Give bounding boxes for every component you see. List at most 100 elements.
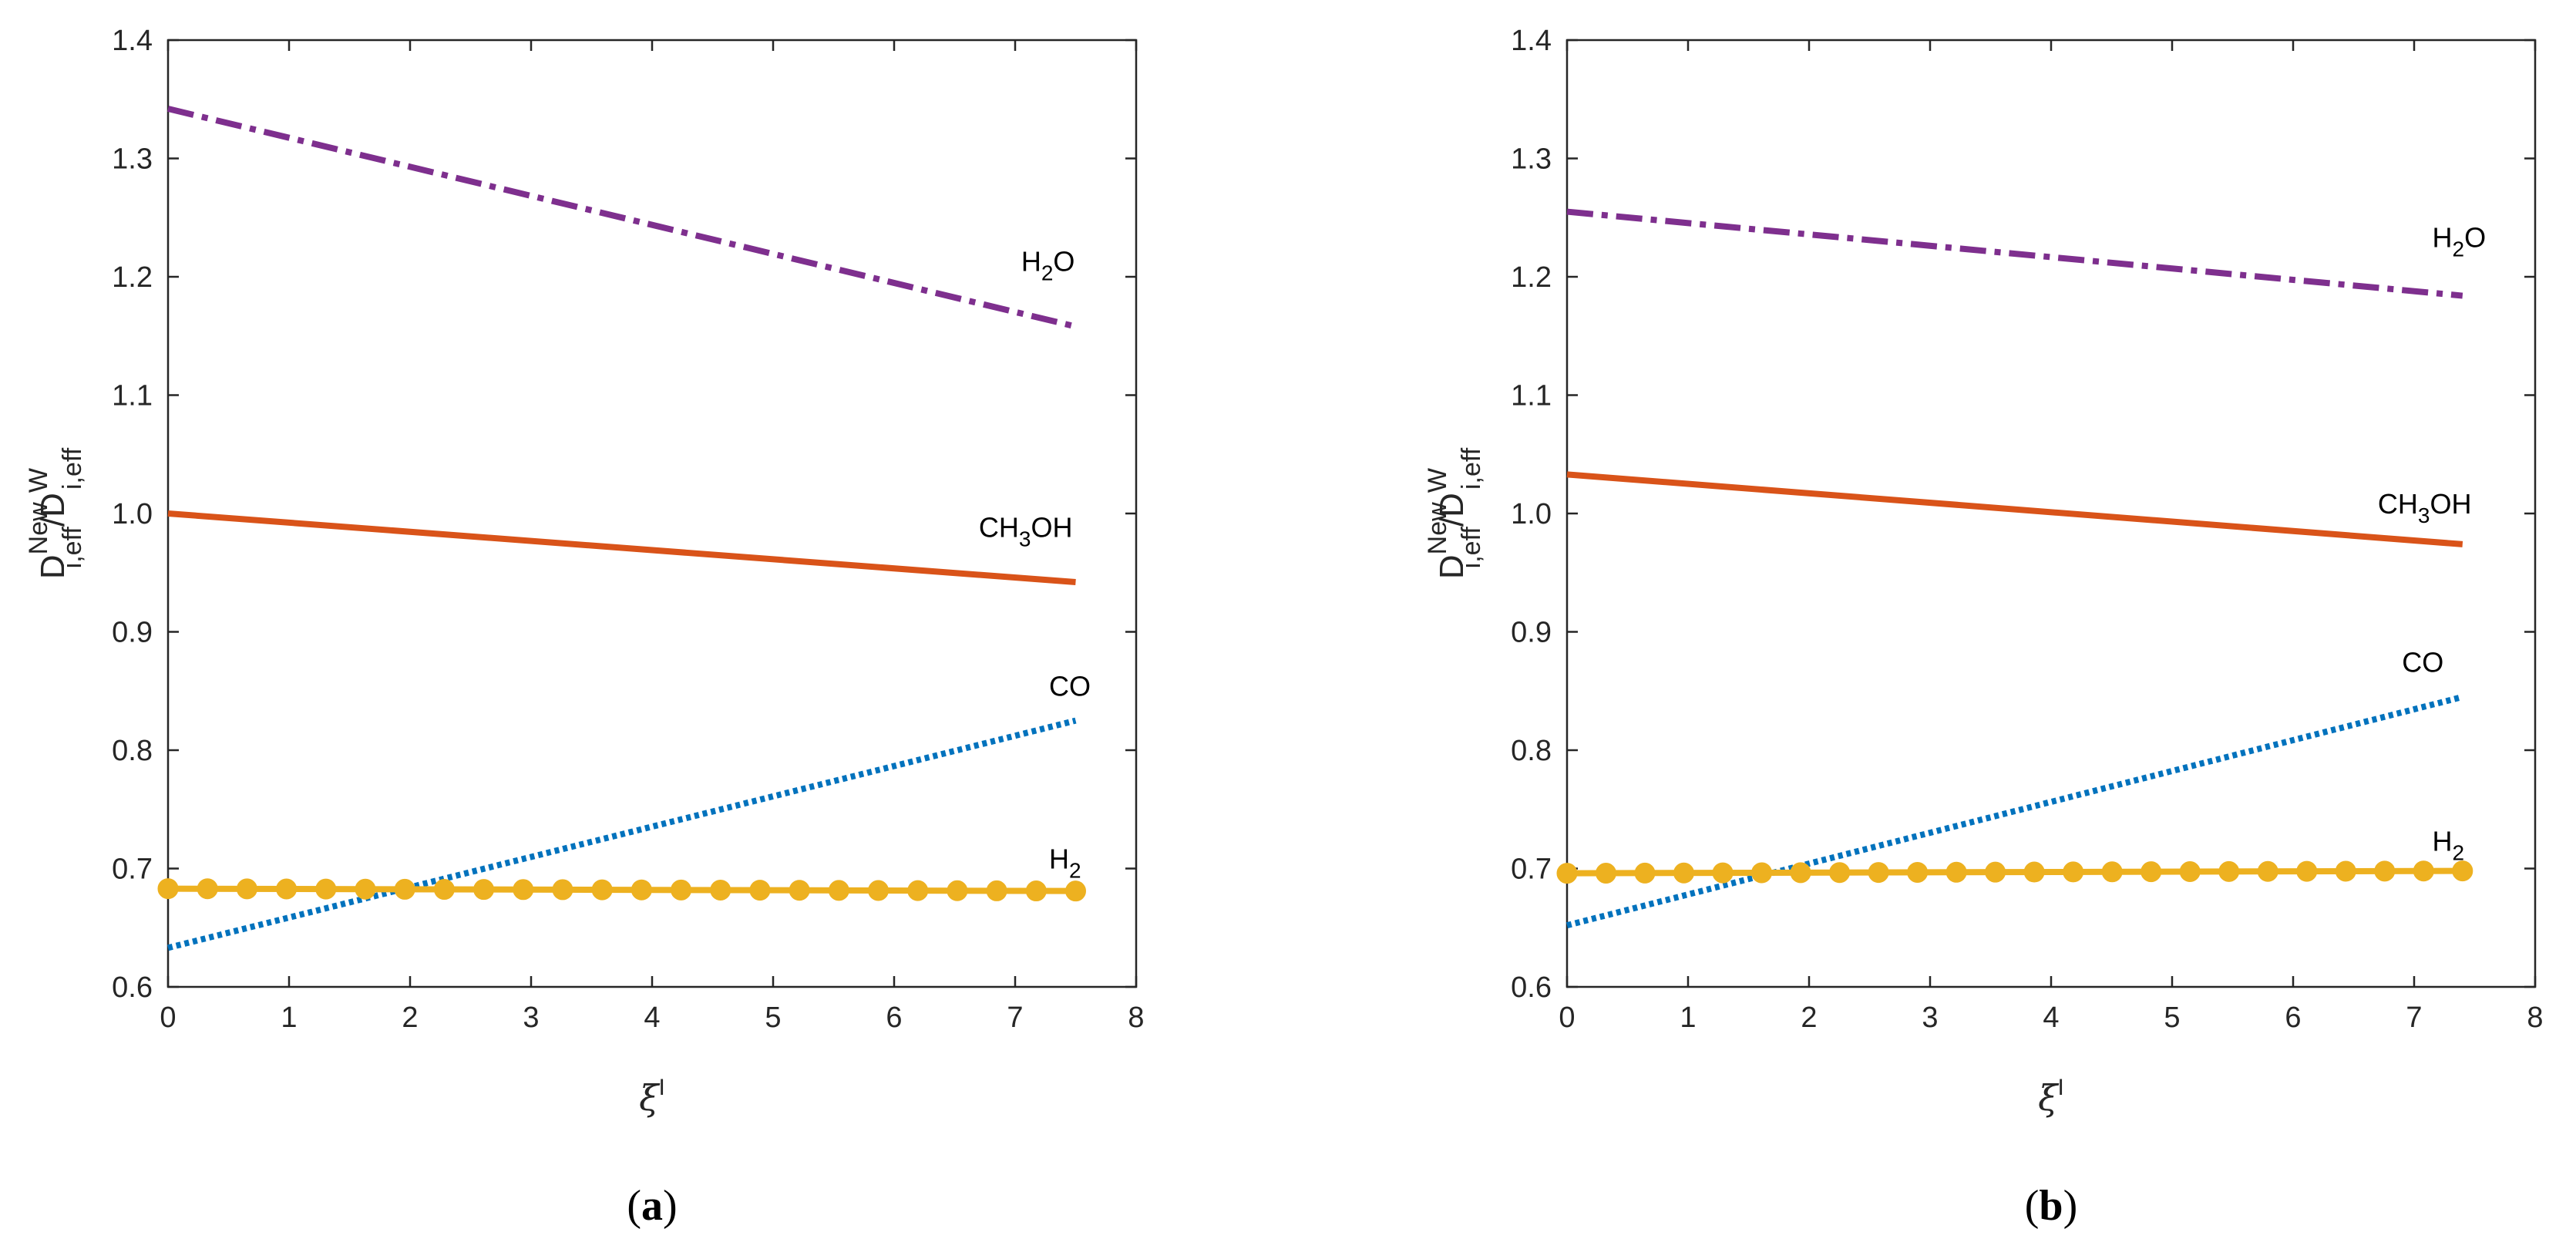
data-point-h2 bbox=[2179, 861, 2201, 883]
data-point-h2 bbox=[2296, 860, 2318, 882]
series-label-rest: O bbox=[1053, 245, 1074, 277]
data-point-h2 bbox=[2218, 860, 2240, 882]
series-line-co bbox=[1566, 694, 2463, 929]
data-point-h2 bbox=[2023, 861, 2045, 883]
y-label-d: D bbox=[34, 554, 72, 579]
y-tick-label: 1.1 bbox=[1511, 380, 1552, 412]
series-label-sub: 2 bbox=[2453, 237, 2465, 261]
data-point-h2 bbox=[631, 879, 652, 901]
series-co: CO bbox=[167, 670, 1091, 951]
data-point-h2 bbox=[1634, 862, 1656, 884]
x-axis-label: ξI bbox=[639, 1075, 665, 1119]
data-point-h2 bbox=[2101, 861, 2123, 883]
y-tick-label: 0.6 bbox=[112, 971, 153, 1004]
series-label-h2o: H2O bbox=[2433, 222, 2487, 261]
data-point-h2 bbox=[671, 879, 692, 901]
x-tick-label: 7 bbox=[2406, 1002, 2422, 1034]
series-co: CO bbox=[1566, 647, 2463, 929]
y-label-sub-ieff: i,eff bbox=[1457, 527, 1486, 569]
data-point-h2 bbox=[1790, 862, 1811, 884]
data-point-h2 bbox=[473, 879, 495, 901]
panel-caption: (a) bbox=[627, 1182, 677, 1230]
data-point-h2 bbox=[1065, 880, 1086, 902]
series-label-h2: H2 bbox=[2433, 825, 2465, 864]
series-label-rest: O bbox=[2464, 222, 2486, 254]
series-line-h2o bbox=[1566, 208, 2463, 299]
data-point-h2 bbox=[591, 879, 613, 901]
x-axis-symbol: ξ bbox=[2038, 1077, 2060, 1119]
data-point-h2 bbox=[749, 880, 771, 901]
series-label-ch3oh: CH3OH bbox=[2378, 488, 2472, 527]
panel-caption-letter: a bbox=[641, 1182, 663, 1230]
data-point-h2 bbox=[1945, 861, 1967, 883]
data-point-h2 bbox=[157, 878, 179, 900]
x-tick-label: 8 bbox=[2527, 1002, 2543, 1034]
y-label-d: D bbox=[1433, 554, 1471, 579]
data-point-h2 bbox=[986, 880, 1007, 901]
series-label-main: CH bbox=[2378, 488, 2418, 520]
y-tick-label: 1.1 bbox=[112, 380, 153, 412]
data-point-h2 bbox=[2413, 860, 2434, 882]
y-label-d2: D bbox=[34, 493, 72, 517]
x-tick-label: 5 bbox=[765, 1002, 781, 1034]
y-tick-label: 1.2 bbox=[112, 261, 153, 294]
series-label-main: CO bbox=[1049, 670, 1091, 702]
data-point-h2 bbox=[710, 879, 731, 901]
series-line-ch3oh bbox=[167, 510, 1076, 586]
data-point-h2 bbox=[1985, 861, 2006, 883]
data-point-h2 bbox=[907, 880, 929, 901]
series-ch3oh: CH3OH bbox=[167, 510, 1076, 586]
series-label-h2: H2 bbox=[1049, 843, 1081, 883]
data-point-h2 bbox=[1025, 880, 1047, 902]
x-axis-label: ξI bbox=[2038, 1075, 2064, 1119]
x-tick-label: 6 bbox=[2285, 1002, 2301, 1034]
y-tick-label: 0.6 bbox=[1511, 971, 1552, 1004]
y-tick-label: 0.8 bbox=[1511, 735, 1552, 767]
panel-caption-open: ( bbox=[627, 1182, 641, 1230]
x-tick-label: 6 bbox=[886, 1002, 902, 1034]
data-point-h2 bbox=[789, 880, 810, 901]
y-label-sup-new: New bbox=[24, 502, 53, 554]
series-label-rest: OH bbox=[1031, 512, 1072, 544]
data-point-h2 bbox=[276, 878, 298, 900]
data-point-h2 bbox=[2374, 860, 2396, 882]
y-tick-label: 1.3 bbox=[1511, 143, 1552, 176]
series-label-sub: 3 bbox=[2418, 503, 2430, 527]
data-point-h2 bbox=[2141, 861, 2162, 883]
y-tick-label: 0.7 bbox=[112, 853, 153, 886]
series-label-main: H bbox=[2433, 825, 2453, 857]
y-label-sub-ieff-2: i,eff bbox=[1457, 447, 1486, 490]
data-point-h2 bbox=[552, 879, 573, 901]
y-label-slash: / bbox=[34, 517, 72, 527]
x-tick-label: 7 bbox=[1007, 1002, 1023, 1034]
data-point-h2 bbox=[433, 879, 455, 901]
y-tick-label: 1.3 bbox=[112, 143, 153, 176]
series-label-main: H bbox=[1021, 245, 1041, 277]
y-tick-label: 0.9 bbox=[112, 617, 153, 649]
x-tick-label: 4 bbox=[2043, 1002, 2059, 1034]
data-point-h2 bbox=[1829, 862, 1851, 884]
data-point-h2 bbox=[1907, 861, 1929, 883]
x-tick-label: 1 bbox=[1680, 1002, 1696, 1034]
data-point-h2 bbox=[197, 878, 218, 900]
series-label-co: CO bbox=[1049, 670, 1091, 702]
data-point-h2 bbox=[1596, 863, 1617, 884]
chart-panel-b: 0 1 2 3 4 5 6 7 8 0.6 0.7 0.8 0.9 1.0 1.1 1.2 1.3 1.4 ξI DN… bbox=[1423, 25, 2544, 1230]
series-label-co: CO bbox=[2402, 647, 2443, 678]
y-label-sub-ieff-2: i,eff bbox=[58, 447, 87, 490]
data-point-h2 bbox=[1712, 862, 1734, 884]
series-label-ch3oh: CH3OH bbox=[979, 512, 1073, 551]
series-label-sub: 2 bbox=[1069, 859, 1081, 883]
x-axis-superscript: I bbox=[2058, 1075, 2064, 1100]
series-h2: H2 bbox=[157, 843, 1086, 902]
y-tick-label: 0.9 bbox=[1511, 617, 1552, 649]
panel-caption-close: ) bbox=[663, 1182, 678, 1230]
data-point-h2 bbox=[355, 878, 376, 900]
x-axis-superscript: I bbox=[659, 1075, 665, 1100]
data-point-h2 bbox=[236, 878, 257, 900]
series-label-h2o: H2O bbox=[1021, 245, 1075, 284]
x-tick-label: 4 bbox=[644, 1002, 660, 1034]
y-tick-label: 1.0 bbox=[1511, 498, 1552, 530]
y-label-sup-w: W bbox=[24, 468, 53, 493]
